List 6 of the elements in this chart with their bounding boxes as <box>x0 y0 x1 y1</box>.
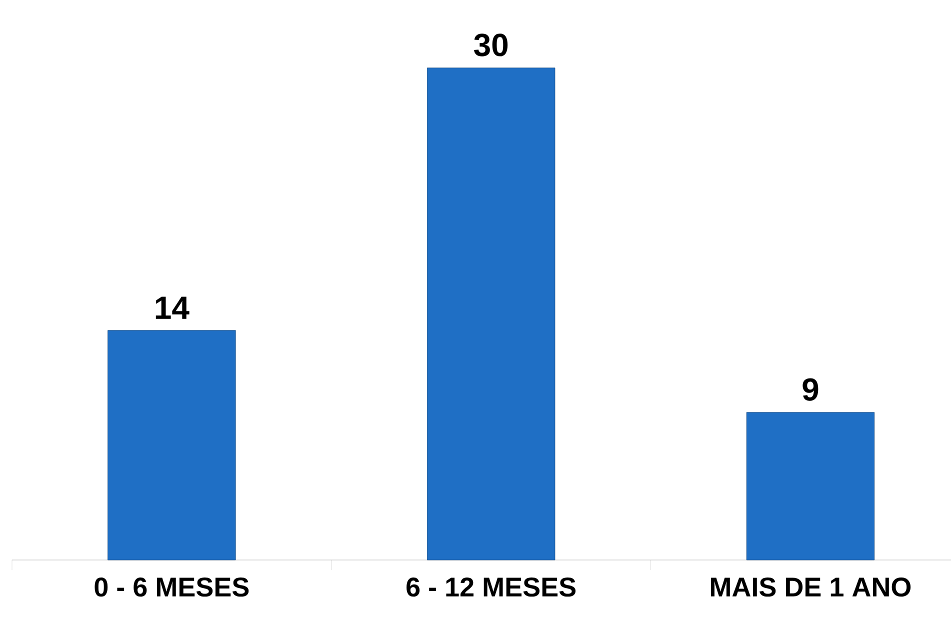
x-tick-label: 6 - 12 MESES <box>406 578 576 597</box>
data-label: 14 <box>156 296 190 319</box>
data-label: 30 <box>474 34 508 56</box>
x-tick-label: MAIS DE 1 ANO <box>711 578 911 597</box>
x-tick-label: 0 - 6 MESES <box>94 578 249 597</box>
data-label: 9 <box>802 378 818 401</box>
